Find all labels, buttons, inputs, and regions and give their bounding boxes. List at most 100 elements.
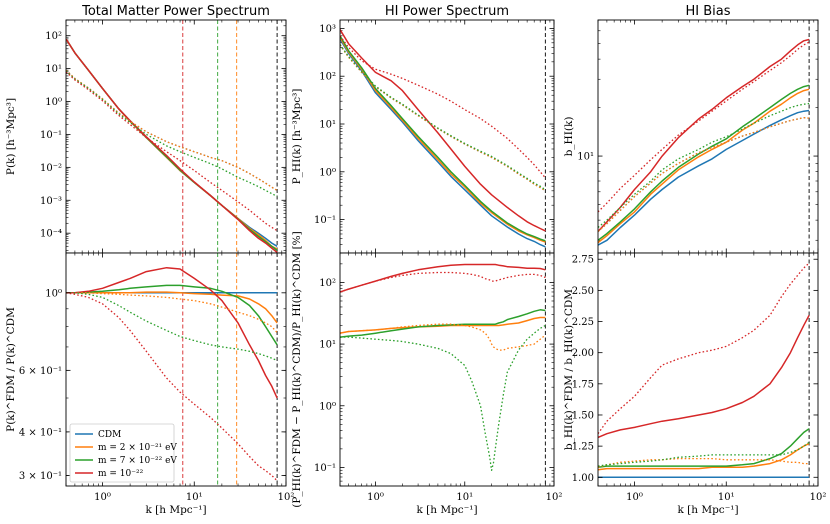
series-line-solid-2 [340,35,546,242]
y-tick-label: 10⁰ [319,167,336,178]
y-tick-label: 1.75 [572,379,594,390]
y-tick-label: 10³ [319,24,336,35]
y-tick-label: 10⁻⁴ [40,229,62,240]
x-tick-label: 10² [278,492,295,503]
legend-label: CDM [98,430,121,440]
y-tick-label: 10¹ [319,340,336,351]
panel-tm-bot: 10⁰ 10¹ 10² 10⁰ 6 × 10⁻¹ 4 × 10⁻¹ 3 × 10⁻¹ P(k)… [5,252,295,516]
panel-bias-top: 10¹ HI Bias b_HI(k) [563,4,819,254]
y-tick-label: 10⁻¹ [314,215,336,226]
y-tick-label: 10⁰ [45,288,62,299]
x-tick-label: 10² [546,492,563,503]
series-line-solid-0 [340,316,546,334]
x-tick-label: 10⁰ [94,492,111,503]
x-tick-label: 10¹ [456,492,473,503]
series-line-solid-0 [340,38,546,248]
plot-area [598,253,818,486]
y-tick-label: 2.75 [572,255,594,266]
y-tick-label: 10¹ [319,120,336,131]
series-line-solid-3 [598,314,810,439]
y-tick-label: 10¹ [577,152,594,163]
y-axis-label: P(k)^FDM / P(k)^CDM [5,307,17,432]
series-line-dotted-6 [340,44,546,191]
y-tick-label: 4 × 10⁻¹ [19,427,62,438]
x-axis-label: k [h Mpc⁻¹] [677,504,738,516]
series-line-dotted-4 [598,457,810,468]
series-line-solid-3 [340,29,546,232]
y-axis-label: P_HI(k) [h⁻³Mpc³] [291,89,303,185]
x-tick-label: 10¹ [718,492,735,503]
y-axis-label: b_HI(k) [563,117,575,157]
y-tick-label: 10² [319,72,336,83]
series-line-dotted-5 [66,69,278,191]
series-line-solid-2 [66,284,278,346]
series-line-dotted-5 [66,292,278,362]
y-tick-label: 10⁻¹ [314,463,336,474]
series-line-solid-1 [66,291,278,324]
panel-hi-bot: 10⁰ 10¹ 10² 10² 10¹ 10⁰ 10⁻¹ (P_HI(k)^FDM − P_H… [291,231,562,516]
panel-hi-top: 10³ 10² 10¹ 10⁰ 10⁻¹ HI Power Spectrum P_HI(k)… [291,4,555,254]
y-tick-label: 3 × 10⁻¹ [19,471,62,482]
y-tick-label: 10⁻¹ [40,130,62,141]
axes-frame [597,252,819,487]
series-line-solid-1 [598,442,810,471]
panel-title: HI Bias [685,4,730,19]
y-tick-label: 10² [45,31,62,42]
plot-area [340,253,554,486]
plot-area [66,20,286,253]
series-line-solid-3 [66,38,278,253]
panel-title: Total Matter Power Spectrum [81,4,270,19]
plot-lines [598,20,810,253]
axes-frame [65,252,287,487]
series-line-dotted-7 [340,35,546,179]
y-tick-label: 10⁻³ [40,196,62,207]
y-tick-label: 10¹ [45,64,62,75]
plot-lines [598,253,810,486]
series-line-dotted-6 [598,102,810,228]
x-tick-label: 10² [810,492,827,503]
legend: CDM m = 2 × 10⁻²¹ eV m = 7 × 10⁻²² eV m = 1… [69,423,177,483]
y-axis-label: b_HI(k)^FDM / b_HI(k)^CDM [563,289,575,450]
y-axis-label: P(k) [h⁻³Mpc³] [5,98,17,175]
plot-lines [340,20,546,253]
y-tick-label: 10⁰ [319,401,336,412]
y-tick-label: 1.00 [572,473,594,484]
y-tick-label: 2.25 [572,317,594,328]
x-tick-label: 10⁰ [626,492,643,503]
plot-area [340,20,554,253]
panel-bias-bot: 10⁰ 10¹ 10² 1.00 1.25 1.50 1.75 2.00 2.25 2.50 2.7… [563,252,827,516]
y-tick-label: 2.50 [572,286,594,297]
plot-lines [66,253,278,486]
legend-label: m = 10⁻²² [98,469,144,479]
plot-lines [340,253,546,486]
x-axis-label: k [h Mpc⁻¹] [145,504,206,516]
y-tick-label: 10⁻² [40,163,62,174]
x-axis-label: k [h Mpc⁻¹] [416,504,477,516]
x-tick-label: 10⁰ [367,492,384,503]
series-line-dotted-5 [340,271,546,293]
series-line-solid-2 [598,84,810,241]
axes-frame [339,252,555,487]
panel-tm-top: 10² 10¹ 10⁰ 10⁻¹ 10⁻² 10⁻³ 10⁻⁴ Total Matter Po… [5,4,287,254]
series-line-dotted-4 [340,324,546,471]
series-line-solid-0 [598,109,810,246]
panel-title: HI Power Spectrum [385,4,509,19]
series-line-solid-2 [598,428,810,469]
plot-lines [66,20,278,253]
x-tick-label: 10¹ [186,492,203,503]
series-line-solid-1 [340,309,546,338]
y-tick-label: 2.00 [572,348,594,359]
series-line-dotted-7 [66,71,278,232]
legend-box [69,423,175,483]
series-line-solid-3 [598,38,810,233]
series-line-solid-1 [340,37,546,243]
series-line-solid-3 [66,266,278,399]
y-tick-label: 1.50 [572,410,594,421]
y-tick-label: 10² [319,278,336,289]
y-tick-label: 10⁰ [45,97,62,108]
series-line-dotted-5 [598,441,810,467]
y-tick-label: 1.25 [572,442,594,453]
y-tick-label: 6 × 10⁻¹ [19,366,62,377]
legend-label: m = 2 × 10⁻²¹ eV [98,443,177,453]
legend-label: m = 7 × 10⁻²² eV [98,456,177,466]
